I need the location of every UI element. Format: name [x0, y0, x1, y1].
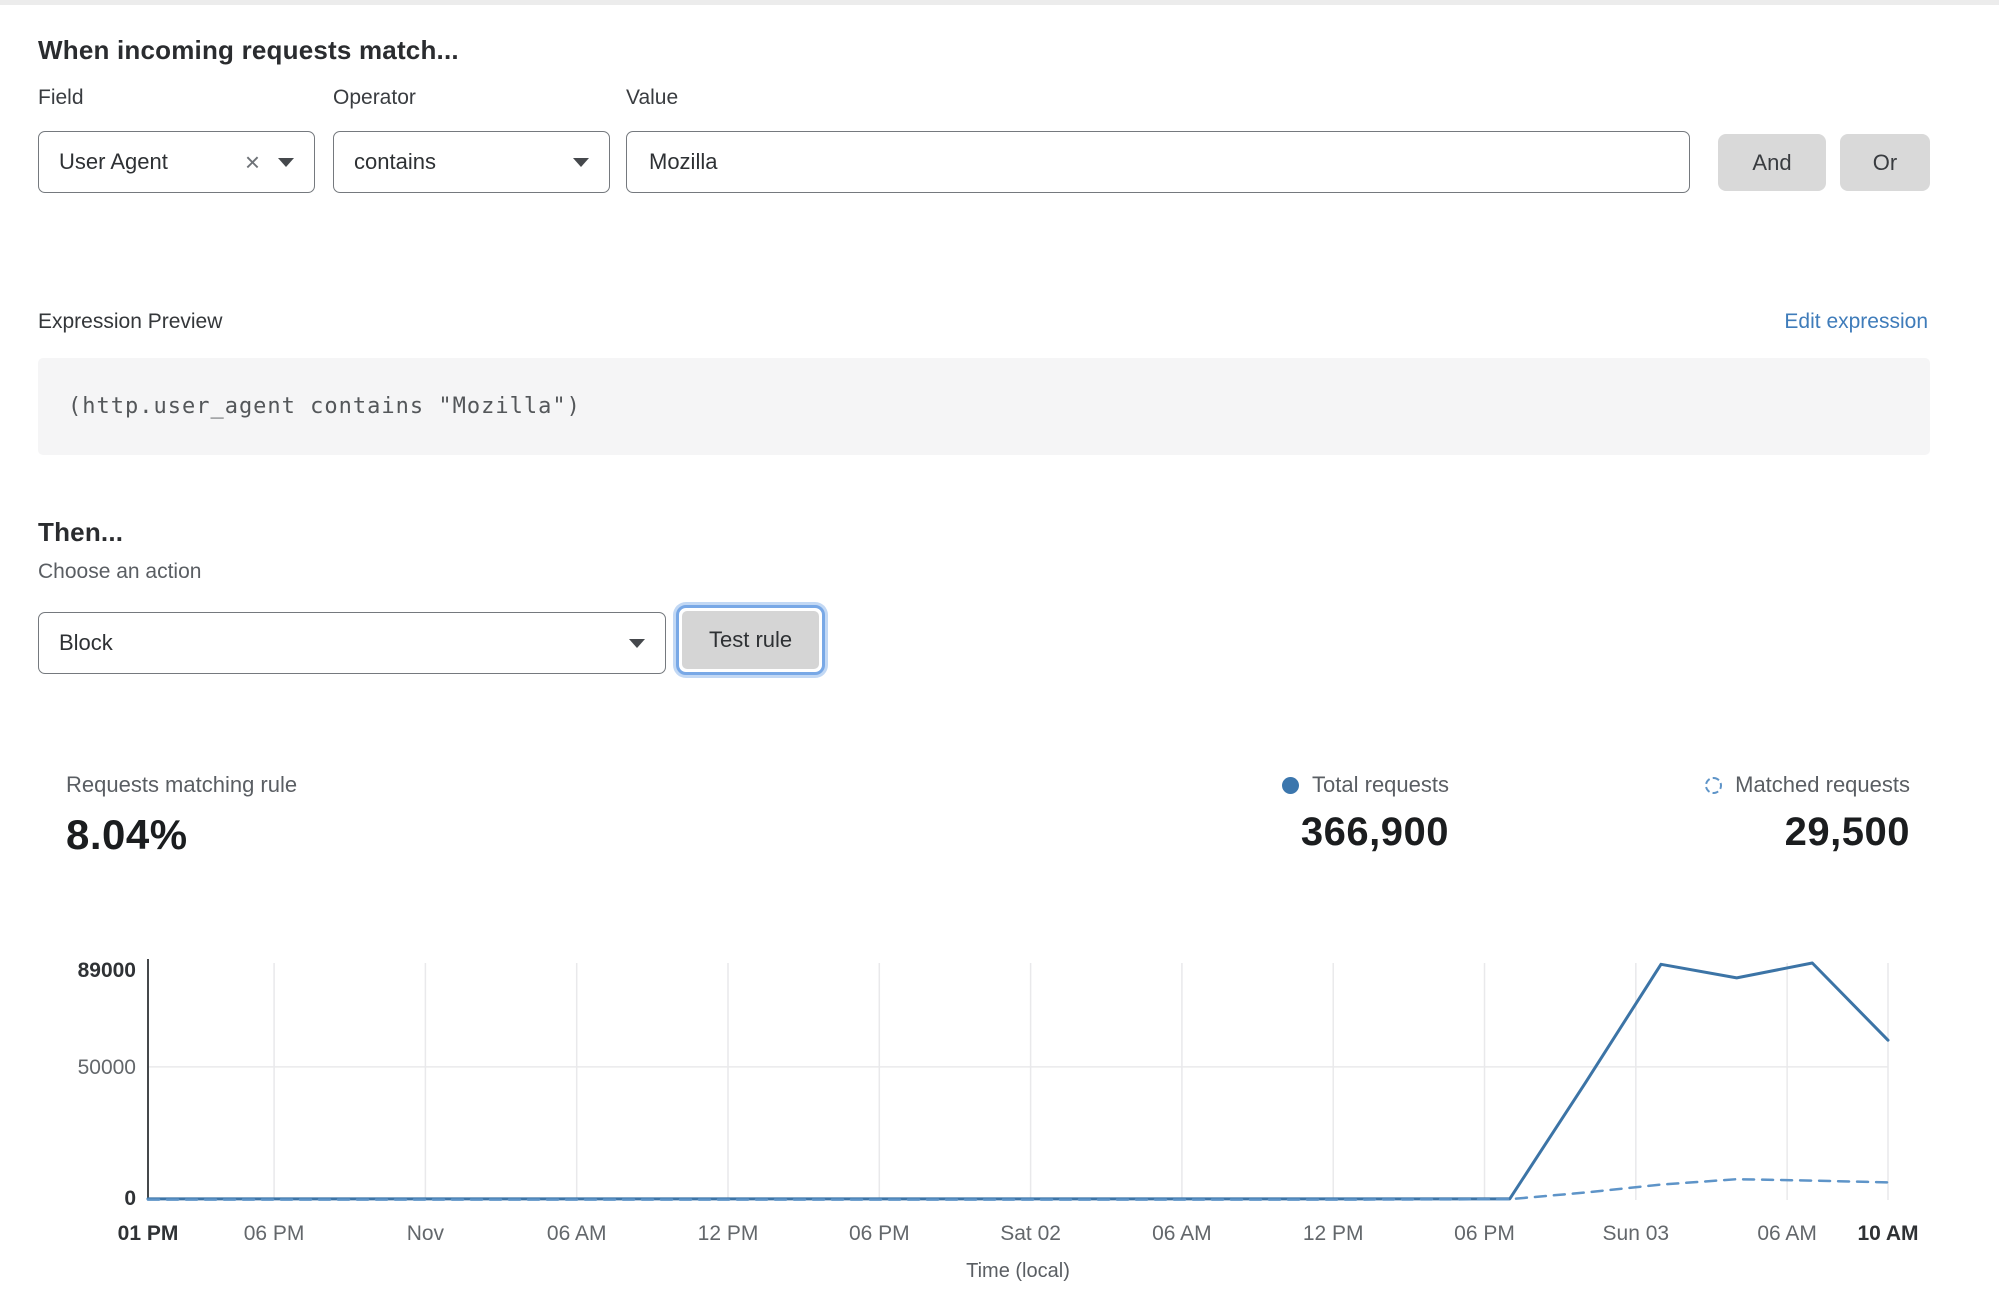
x-tick-label: 06 PM — [244, 1222, 305, 1245]
page-top-divider — [0, 0, 1999, 5]
y-tick-label: 50000 — [78, 1056, 136, 1079]
action-select[interactable]: Block — [38, 612, 666, 674]
x-tick-label: 06 AM — [547, 1222, 607, 1245]
choose-action-label: Choose an action — [38, 560, 202, 583]
x-tick-label: Nov — [407, 1222, 445, 1245]
operator-select-value: contains — [354, 149, 436, 174]
requests-matching-label: Requests matching rule — [66, 772, 298, 797]
matched-requests-label: Matched requests — [1735, 772, 1910, 797]
expression-code-box: (http.user_agent contains "Mozilla") — [38, 358, 1930, 455]
value-label: Value — [626, 86, 679, 109]
value-input[interactable] — [626, 131, 1690, 193]
total-requests-legend: Total requests 366,900 — [1282, 772, 1449, 855]
series-dashed — [146, 1177, 1890, 1201]
total-requests-value: 366,900 — [1300, 810, 1449, 854]
x-tick-label: 10 AM — [1857, 1222, 1918, 1245]
x-tick-label: 01 PM — [118, 1222, 179, 1245]
test-rule-button[interactable]: Test rule — [682, 611, 820, 669]
test-rule-focus-ring: Test rule — [676, 605, 826, 675]
y-tick-label: 89000 — [78, 959, 136, 982]
x-tick-label: 06 AM — [1757, 1222, 1817, 1245]
requests-time-series-chart: 0 50000 89000 01 PM 06 PM Nov 06 AM 12 PM 06 PM S… — [78, 959, 1919, 1282]
y-tick-label: 0 — [124, 1187, 136, 1210]
clear-icon[interactable]: × — [244, 147, 260, 177]
operator-label: Operator — [333, 86, 416, 109]
field-label: Field — [38, 86, 84, 109]
chevron-down-icon — [629, 638, 645, 648]
x-tick-label: 06 PM — [849, 1222, 910, 1245]
x-tick-label: 12 PM — [1303, 1222, 1364, 1245]
total-requests-label: Total requests — [1312, 772, 1449, 797]
x-tick-label: 06 PM — [1454, 1222, 1515, 1245]
dashed-circle-icon — [1705, 776, 1723, 794]
edit-expression-link[interactable]: Edit expression — [1784, 310, 1928, 333]
or-button[interactable]: Or — [1840, 134, 1930, 191]
solid-dot-icon — [1282, 776, 1300, 794]
action-select-value: Block — [59, 630, 113, 655]
x-tick-label: Sat 02 — [1000, 1222, 1061, 1245]
matched-requests-legend: Matched requests 29,500 — [1705, 772, 1910, 855]
x-axis-title: Time (local) — [966, 1260, 1070, 1282]
chevron-down-icon — [278, 157, 294, 167]
x-tick-label: 06 AM — [1152, 1222, 1212, 1245]
field-select-value: User Agent — [59, 149, 168, 174]
x-tick-label: Sun 03 — [1603, 1222, 1670, 1245]
field-select[interactable]: User Agent × — [38, 131, 315, 193]
operator-select[interactable]: contains — [333, 131, 610, 193]
chevron-down-icon — [573, 157, 589, 167]
series-solid — [146, 961, 1890, 1201]
matched-requests-value: 29,500 — [1784, 810, 1910, 854]
x-tick-label: 12 PM — [698, 1222, 759, 1245]
expression-preview-label: Expression Preview — [38, 310, 223, 333]
and-button[interactable]: And — [1718, 134, 1826, 191]
then-title: Then... — [38, 517, 124, 548]
requests-matching-stat: Requests matching rule 8.04% — [66, 772, 297, 859]
expression-code: (http.user_agent contains "Mozilla") — [68, 394, 581, 419]
requests-matching-value: 8.04% — [66, 811, 188, 858]
rule-builder-title: When incoming requests match... — [38, 35, 459, 66]
